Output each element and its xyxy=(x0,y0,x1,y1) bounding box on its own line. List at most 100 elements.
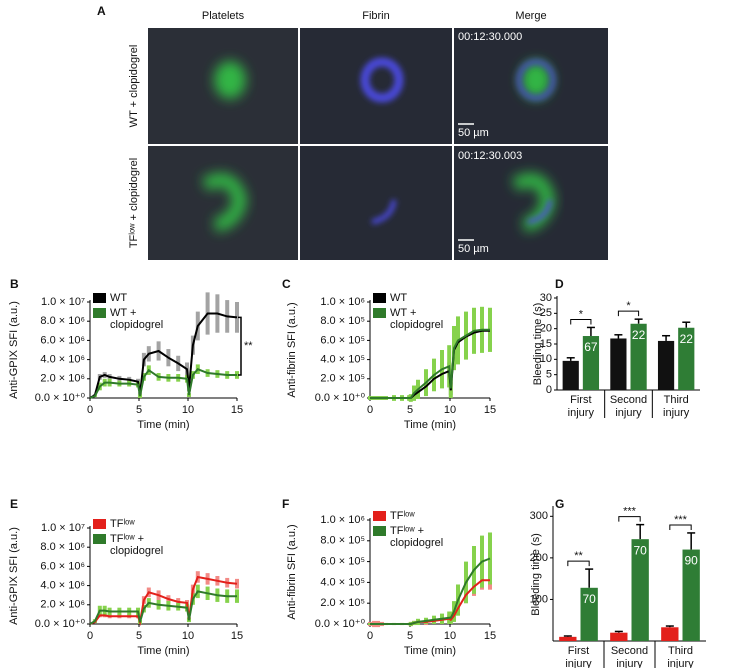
y-axis-title: Anti-fibrin SFI (a.u.) xyxy=(286,524,298,619)
y-tick-label: 2.0 × 10⁵ xyxy=(320,373,365,385)
y-tick-label: 0.0 × 10⁺⁰ xyxy=(35,392,86,404)
y-tick-label: 6.0 × 10⁶ xyxy=(40,560,85,572)
x-tick-label: 15 xyxy=(484,630,496,642)
legend-swatch xyxy=(373,511,386,521)
x-axis-title: Time (min) xyxy=(404,645,456,657)
x-tick-label: Third injury xyxy=(667,645,694,668)
legend-label: TFˡᵒʷ xyxy=(110,518,135,530)
legend-swatch xyxy=(93,534,106,544)
y-tick-label: 25 xyxy=(540,307,552,319)
y-tick-label: 0 xyxy=(546,384,552,396)
x-tick-label: 15 xyxy=(484,404,496,416)
bar xyxy=(582,336,600,390)
x-tick-label: 5 xyxy=(136,404,142,416)
significance-label: * xyxy=(579,308,584,320)
y-tick-label: 8.0 × 10⁵ xyxy=(320,535,365,547)
x-tick-label: 5 xyxy=(136,630,142,642)
x-axis-title: Time (min) xyxy=(137,645,189,657)
y-tick-label: 4.0 × 10⁵ xyxy=(320,354,365,366)
x-tick-label: 0 xyxy=(87,630,93,642)
y-tick-label: 30 xyxy=(540,292,552,304)
image-platelets xyxy=(148,146,298,260)
x-tick-label: 15 xyxy=(231,630,243,642)
y-axis-title: Bleeding time (s) xyxy=(532,303,544,386)
platelet-signal xyxy=(214,61,246,99)
y-tick-label: 2.0 × 10⁶ xyxy=(40,599,85,611)
y-tick-label: 6.0 × 10⁶ xyxy=(40,334,85,346)
bar xyxy=(682,549,700,641)
bar-n-label: 22 xyxy=(632,328,646,342)
significance-bracket xyxy=(567,560,590,567)
x-tick-label: Second injury xyxy=(611,645,648,668)
y-tick-label: 200 xyxy=(530,552,548,564)
bar xyxy=(630,323,647,390)
significance-bracket xyxy=(570,318,592,325)
y-tick-label: 2.0 × 10⁵ xyxy=(320,597,365,609)
legend-label: WT + clopidogrel xyxy=(110,307,163,331)
x-tick-label: 0 xyxy=(87,404,93,416)
y-tick-label: 0.0 × 10⁺⁰ xyxy=(35,618,86,630)
image-fibrin xyxy=(300,146,452,260)
y-axis-title: Anti-fibrin SFI (a.u.) xyxy=(286,302,298,397)
series-line xyxy=(370,328,490,399)
y-tick-label: 4.0 × 10⁵ xyxy=(320,576,365,588)
y-tick-label: 20 xyxy=(540,323,552,335)
bar xyxy=(631,539,649,641)
significance-label: *** xyxy=(674,514,688,526)
x-tick-label: 0 xyxy=(367,404,373,416)
bar xyxy=(559,636,577,641)
y-axis-title: Anti-GPIX SFI (a.u.) xyxy=(8,301,20,399)
timestamp: 00:12:30.003 xyxy=(458,150,522,162)
bar xyxy=(562,360,579,390)
bar-n-label: 22 xyxy=(680,332,694,346)
y-tick-label: 1.0 × 10⁶ xyxy=(320,296,365,308)
significance-label: ** xyxy=(574,550,583,562)
legend-swatch xyxy=(373,308,386,318)
y-tick-label: 4.0 × 10⁶ xyxy=(40,354,85,366)
column-header: Platelets xyxy=(202,10,245,22)
series-line xyxy=(89,368,237,399)
column-header: Merge xyxy=(515,10,546,22)
y-tick-label: 4.0 × 10⁶ xyxy=(40,580,85,592)
bar xyxy=(661,627,679,641)
scale-label: 50 µm xyxy=(458,127,489,139)
legend-label: TFˡᵒʷ + clopidogrel xyxy=(110,533,163,557)
x-tick-label: First injury xyxy=(568,394,595,419)
y-tick-label: 1.0 × 10⁶ xyxy=(320,514,365,526)
fibrin-signal xyxy=(360,57,404,103)
panel-label: B xyxy=(10,277,19,291)
bar-n-label: 67 xyxy=(584,340,598,354)
column-header: Fibrin xyxy=(362,10,390,22)
x-tick-label: Third injury xyxy=(663,394,690,419)
legend-swatch xyxy=(93,519,106,529)
x-tick-label: 5 xyxy=(407,630,413,642)
row-label: WT + clopidogrel xyxy=(128,45,140,128)
row-label: TFˡᵒʷ + clopidogrel xyxy=(128,158,140,248)
panel-label: E xyxy=(10,497,18,511)
x-tick-label: 5 xyxy=(407,404,413,416)
y-tick-label: 0.0 × 10⁺⁰ xyxy=(315,618,366,630)
y-tick-label: 8.0 × 10⁶ xyxy=(40,541,85,553)
image-merge xyxy=(454,146,608,260)
x-tick-label: 10 xyxy=(444,404,456,416)
bar xyxy=(580,587,598,641)
bar xyxy=(678,327,695,390)
timestamp: 00:12:30.000 xyxy=(458,31,522,43)
merge-blue xyxy=(516,59,556,101)
bar-n-label: 90 xyxy=(684,554,698,568)
y-tick-label: 300 xyxy=(530,510,548,522)
panel-label: A xyxy=(97,4,106,18)
image-fibrin xyxy=(300,28,452,144)
legend-label: TFˡᵒʷ + clopidogrel xyxy=(390,525,443,549)
significance-label: ** xyxy=(244,340,253,352)
y-tick-label: 1.0 × 10⁷ xyxy=(41,296,85,308)
scale-label: 50 µm xyxy=(458,243,489,255)
y-axis-title: Anti-GPIX SFI (a.u.) xyxy=(8,527,20,625)
merge-blue xyxy=(527,199,552,224)
legend-label: WT + clopidogrel xyxy=(390,307,443,331)
significance-label: *** xyxy=(623,506,637,518)
x-tick-label: 15 xyxy=(231,404,243,416)
x-tick-label: 0 xyxy=(367,630,373,642)
